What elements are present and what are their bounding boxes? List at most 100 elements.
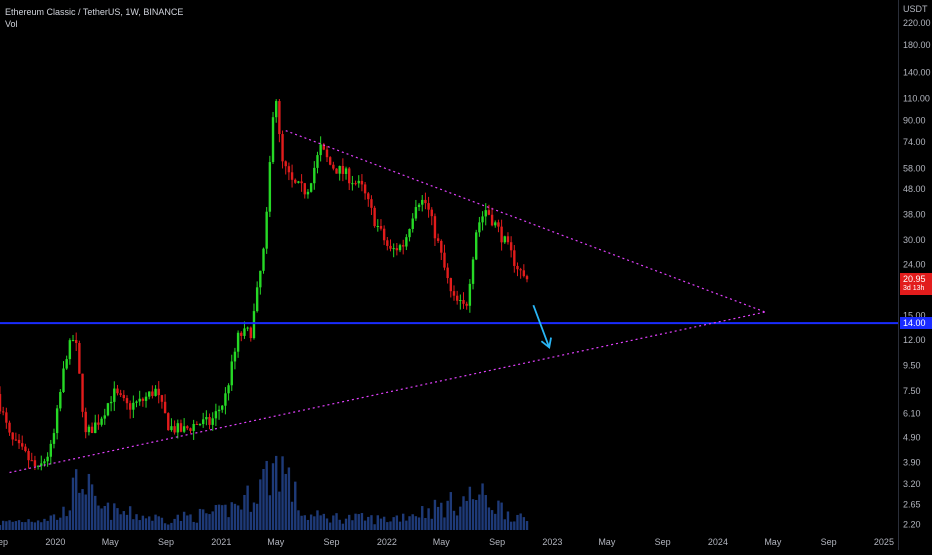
candle-body bbox=[217, 409, 221, 412]
last-price-value: 20.95 bbox=[903, 274, 926, 285]
candle-body bbox=[201, 419, 205, 425]
date-tick-label: May bbox=[598, 537, 616, 547]
candle-body bbox=[36, 465, 40, 467]
volume-bar bbox=[303, 515, 306, 530]
candle-body bbox=[341, 165, 345, 174]
volume-bar bbox=[94, 495, 97, 530]
candle-body bbox=[255, 287, 259, 312]
candle-body bbox=[408, 228, 411, 238]
candle-body bbox=[367, 193, 370, 200]
candle-body bbox=[8, 422, 11, 433]
candle-body bbox=[236, 332, 240, 352]
volume-bar bbox=[52, 514, 56, 530]
candle-body bbox=[1, 411, 5, 413]
candle-body bbox=[11, 432, 14, 440]
candle-body bbox=[246, 327, 249, 329]
date-tick-label: Sep bbox=[0, 537, 8, 547]
volume-bar bbox=[103, 506, 106, 530]
price-tick-label: 12.00 bbox=[903, 335, 926, 345]
volume-bar bbox=[348, 514, 351, 530]
candle-body bbox=[116, 388, 119, 394]
candle-body bbox=[157, 388, 160, 396]
volume-bar bbox=[278, 491, 281, 530]
drawings bbox=[0, 130, 898, 474]
volume-bar bbox=[240, 509, 243, 530]
volume-bar bbox=[357, 514, 360, 530]
candle-body bbox=[284, 161, 287, 167]
volume-bar bbox=[309, 514, 313, 530]
volume-bar bbox=[516, 514, 519, 530]
volume-bar bbox=[417, 517, 421, 530]
volume-bar bbox=[138, 520, 141, 530]
candle-body bbox=[144, 396, 148, 401]
volume-bar bbox=[363, 520, 367, 530]
candle-body bbox=[135, 401, 138, 403]
volume-bar bbox=[243, 494, 246, 530]
candle-body bbox=[363, 184, 367, 194]
volume-bar bbox=[382, 516, 386, 530]
currency-label: USDT bbox=[903, 4, 928, 14]
candle-body bbox=[509, 242, 513, 251]
date-tick-label: Sep bbox=[324, 537, 340, 547]
candle-body bbox=[382, 228, 386, 241]
candle-body bbox=[440, 240, 443, 253]
candle-body bbox=[309, 183, 313, 192]
candle-body bbox=[328, 157, 332, 165]
candle-body bbox=[316, 155, 319, 168]
candle-body bbox=[487, 210, 491, 215]
candle-body bbox=[468, 283, 472, 306]
volume-bar bbox=[65, 516, 68, 530]
candle-body bbox=[148, 391, 151, 397]
volume-bar bbox=[179, 520, 183, 530]
symbol-title: Ethereum Classic / TetherUS, 1W, BINANCE bbox=[5, 7, 184, 17]
candle-body bbox=[513, 250, 516, 266]
volume-bar bbox=[427, 508, 430, 530]
volume-bar bbox=[208, 514, 211, 530]
candle-body bbox=[433, 216, 437, 239]
price-tick-label: 30.00 bbox=[903, 235, 926, 245]
volume-bar bbox=[376, 515, 379, 530]
volume-bar bbox=[211, 511, 214, 530]
volume-bar bbox=[5, 521, 8, 530]
candle-body bbox=[519, 269, 522, 271]
triangle-upper-trendline[interactable] bbox=[285, 130, 766, 313]
volume-bar bbox=[265, 460, 268, 530]
candle-body bbox=[5, 412, 8, 423]
candle-body bbox=[106, 403, 110, 416]
last-price-countdown: 3d 13h bbox=[903, 285, 925, 293]
projection-arrow[interactable] bbox=[532, 304, 552, 350]
volume-bar bbox=[21, 522, 24, 530]
volume-bar bbox=[344, 518, 348, 530]
volume-bar bbox=[214, 504, 218, 530]
date-tick-label: May bbox=[102, 537, 120, 547]
volume-bar bbox=[367, 516, 370, 530]
volume-bar bbox=[306, 519, 310, 530]
volume-bar bbox=[449, 492, 453, 530]
volume-bar bbox=[328, 522, 332, 530]
candle-body bbox=[71, 340, 75, 342]
volume-bar bbox=[14, 521, 18, 530]
volume-bar bbox=[186, 515, 189, 530]
triangle-lower-trendline[interactable] bbox=[9, 311, 766, 474]
candle-body bbox=[198, 424, 202, 426]
volume-bar bbox=[201, 509, 205, 530]
candle-body bbox=[332, 164, 335, 169]
volume-bar bbox=[332, 515, 335, 530]
volume-bar bbox=[513, 521, 516, 530]
candle-body bbox=[233, 351, 237, 362]
candle-body bbox=[500, 226, 503, 243]
candle-body bbox=[192, 423, 195, 431]
candle-body bbox=[395, 248, 399, 251]
volume-bar bbox=[78, 492, 81, 530]
volume-indicator-label[interactable]: Vol bbox=[5, 19, 18, 29]
volume-bar bbox=[440, 502, 443, 530]
candle-body bbox=[128, 403, 132, 410]
candle-body bbox=[306, 191, 310, 195]
volume-bar bbox=[11, 521, 14, 530]
volume-bar bbox=[411, 514, 414, 530]
volume-bar bbox=[494, 513, 497, 530]
volume-bar bbox=[519, 513, 522, 530]
candle-body bbox=[97, 422, 100, 425]
volume-bar bbox=[509, 521, 513, 530]
